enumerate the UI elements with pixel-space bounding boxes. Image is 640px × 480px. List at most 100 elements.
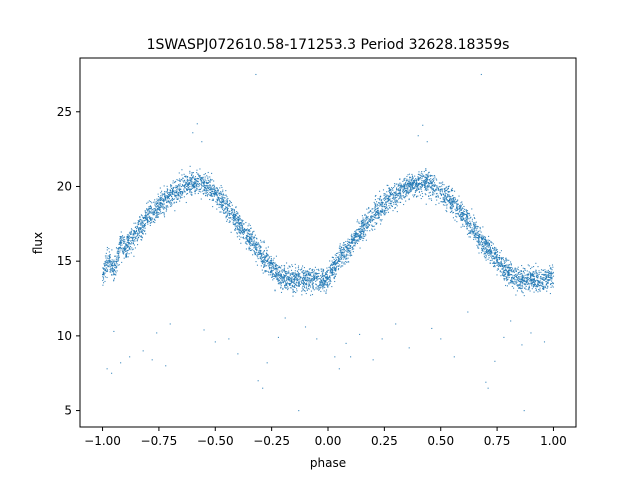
data-point [415,190,417,192]
data-point [383,195,385,197]
data-point [109,266,112,268]
data-point [381,199,383,201]
data-point [497,264,499,266]
data-point [120,242,122,244]
data-point [521,270,523,273]
data-point [251,233,253,235]
data-point [193,177,195,179]
data-point [405,192,407,194]
data-point [263,264,265,266]
data-point [306,271,308,273]
data-point [156,198,158,200]
data-point [240,219,242,221]
data-point [327,278,329,280]
data-point [281,276,284,278]
data-point [242,220,244,222]
data-point [177,185,179,188]
data-point [235,222,237,224]
data-point [389,203,392,205]
data-point [521,284,523,286]
data-point [226,196,228,198]
data-point [508,266,510,268]
data-point [129,247,131,249]
data-point [308,284,310,287]
data-point [138,228,140,230]
data-point [335,255,337,257]
data-point [528,265,530,267]
data-point [155,210,157,212]
data-point [336,262,338,264]
data-point [530,276,532,278]
data-point [375,211,378,213]
data-point [533,276,535,278]
data-point [322,271,324,273]
data-point [409,176,411,178]
data-point [267,261,269,263]
data-point [160,212,162,214]
data-point [413,194,416,196]
data-point [500,262,502,264]
data-point [444,196,446,198]
data-point [218,192,220,194]
data-point [214,187,216,189]
data-point [370,215,372,217]
data-point [291,280,293,282]
data-point [243,238,245,240]
data-point [348,247,350,249]
data-point [140,224,142,226]
data-point [428,186,430,188]
data-point [113,259,115,261]
data-point [236,211,238,213]
data-point [175,180,177,183]
data-point [363,231,365,233]
data-point [118,254,120,256]
data-point [236,233,238,235]
data-point [525,281,527,284]
data-point [384,210,386,213]
data-point [534,273,536,275]
data-point [426,176,428,178]
data-point [286,277,288,279]
data-point [160,192,162,194]
data-point [186,188,188,190]
data-point [330,264,332,266]
data-point [241,229,243,231]
data-point [194,190,196,192]
data-point [322,286,324,288]
data-point [426,178,429,180]
data-point [111,264,113,266]
data-point [377,207,379,210]
data-point [279,283,281,285]
data-point [117,260,119,262]
data-point [126,253,128,255]
data-point [377,211,379,213]
data-point [546,270,548,272]
data-point [417,184,419,186]
data-point [168,201,170,203]
data-point [411,189,413,191]
data-point [161,190,163,192]
data-point [452,198,454,200]
data-point [145,218,148,221]
data-point [443,197,445,199]
data-point [513,277,515,279]
data-point [466,223,468,225]
data-point [400,194,402,196]
data-point [248,235,250,237]
data-point [328,283,331,285]
data-point [545,275,547,277]
data-point [123,242,125,244]
data-point [433,177,435,179]
data-point [164,194,166,196]
data-point [229,200,231,202]
data-point [105,260,107,262]
data-point [132,238,134,240]
data-point [492,252,494,254]
data-point [367,225,369,227]
data-point [323,269,325,272]
data-point [235,223,237,225]
data-point [124,240,126,243]
data-point [483,248,485,250]
data-point [471,231,473,233]
data-point [348,241,350,243]
